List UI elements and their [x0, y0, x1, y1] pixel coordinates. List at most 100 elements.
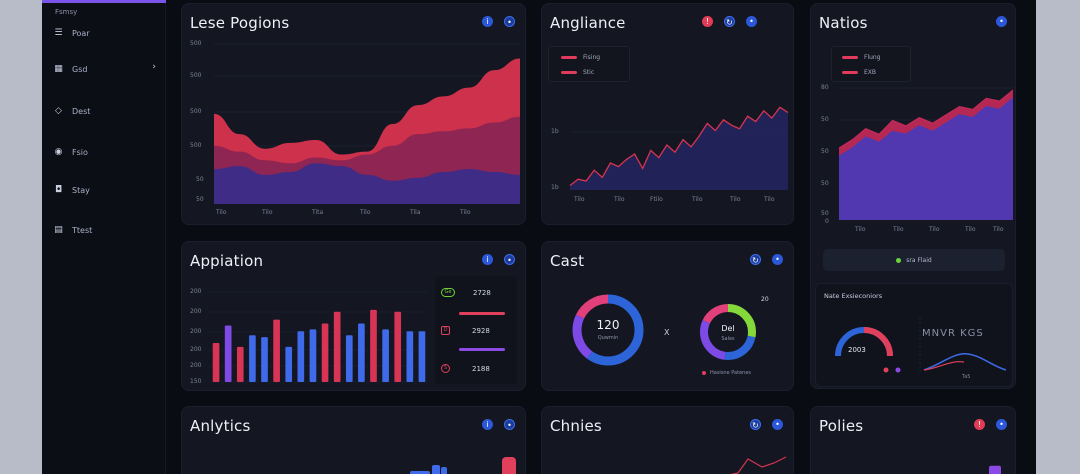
- mini-chart-label: MNVR KGS: [922, 328, 984, 339]
- y-tick: 1b: [551, 184, 559, 191]
- bar: [345, 335, 353, 382]
- bar: [236, 346, 244, 382]
- donut-slice: [700, 304, 756, 360]
- settings-icon[interactable]: •: [996, 16, 1007, 27]
- bar: [358, 323, 365, 382]
- sidebar-item-ttest[interactable]: ▤ Ttest: [54, 223, 158, 237]
- sub-panel-title: Nate Exsieconiors: [824, 292, 883, 300]
- status-dot-icon: [702, 371, 706, 375]
- y-tick: 500: [190, 72, 202, 79]
- info-icon[interactable]: i: [482, 254, 493, 265]
- ring-1-value: 120: [596, 318, 620, 332]
- analytics-bar: [502, 457, 516, 474]
- x-tick: Tilo: [893, 226, 904, 233]
- natios-status-pill[interactable]: sra Flaid: [823, 249, 1005, 271]
- stat-value: 2728: [473, 288, 491, 297]
- polies-card: Polies ! •: [810, 406, 1016, 474]
- stat-row: D 2928: [441, 326, 490, 335]
- y-tick: 80: [821, 84, 829, 91]
- area-series-1: [839, 98, 1013, 220]
- alert-icon[interactable]: !: [974, 419, 985, 430]
- x-tick: Tilo: [764, 196, 775, 203]
- analytics-card: Anlytics i •: [181, 406, 526, 474]
- natios-area-chart: [838, 87, 1014, 220]
- y-tick: 0: [825, 218, 829, 225]
- pill-label: sra Flaid: [906, 256, 932, 264]
- y-tick: 50: [196, 176, 204, 183]
- analytics-bar: [441, 467, 447, 474]
- sidebar-item-stay[interactable]: ◘ Stay: [54, 183, 158, 197]
- sidebar-item-gsd[interactable]: ▦ Gsd ›: [54, 62, 158, 76]
- regions-card: Lese Pogions i • 500 500 500 500 50 50 T…: [181, 3, 526, 225]
- y-tick: 50: [821, 148, 829, 155]
- legend-label: Fising: [583, 54, 601, 61]
- x-tick: Tilo: [855, 226, 866, 233]
- line-series-1: [838, 97, 1014, 157]
- info-icon[interactable]: i: [482, 419, 493, 430]
- x-tick: Tilo: [692, 196, 703, 203]
- stat-row: Ge 2728: [441, 288, 491, 297]
- y-tick: 50: [821, 180, 829, 187]
- refresh-icon[interactable]: ↻: [750, 419, 761, 430]
- status-dot-icon: D: [441, 326, 450, 335]
- status-dot-icon: S: [441, 364, 450, 373]
- settings-icon[interactable]: •: [504, 254, 515, 265]
- bar: [212, 343, 220, 382]
- sidebar-item-label: Gsd: [72, 64, 88, 74]
- bar: [394, 311, 402, 382]
- mini-line: [923, 361, 965, 371]
- list-icon: ☰: [54, 27, 63, 38]
- y-tick: 50: [196, 196, 204, 203]
- x-tick: Tilo: [574, 196, 585, 203]
- sidebar-item-fsio[interactable]: ◉ Fsio: [54, 145, 158, 159]
- info-icon[interactable]: i: [482, 16, 493, 27]
- gauge-chart: [835, 318, 1007, 374]
- refresh-icon[interactable]: ↻: [724, 16, 735, 27]
- sidebar-header: Fsmsy: [55, 8, 78, 16]
- bar: [273, 319, 280, 382]
- bar: [224, 325, 232, 382]
- charties-title: Chnies: [550, 417, 602, 435]
- application-card: Appiation i • 200 200 200 200 200 150 Ge…: [181, 241, 526, 391]
- cost-footer: Hasisne Patenes: [702, 370, 751, 376]
- stat-bar: [459, 312, 505, 315]
- cost-title: Cast: [550, 252, 585, 270]
- natios-title: Natios: [819, 14, 868, 32]
- line-series-0: [838, 89, 1014, 149]
- donut-slice: [572, 294, 644, 366]
- settings-icon[interactable]: •: [746, 16, 757, 27]
- alert-icon[interactable]: !: [702, 16, 713, 27]
- gauge-fill: [863, 327, 893, 357]
- settings-icon[interactable]: •: [504, 419, 515, 430]
- appliance-line-chart: [569, 106, 789, 190]
- appliance-card: Angliance ! ↻ • Fising Stic 1b 1b Tilo T…: [541, 3, 794, 225]
- settings-icon[interactable]: •: [772, 419, 783, 430]
- bar: [321, 323, 329, 382]
- sidebar-item-label: Ttest: [72, 225, 93, 235]
- donut-slice: [700, 304, 756, 360]
- ring-1-subtitle: Quwmin: [597, 335, 619, 341]
- mini-line: [923, 353, 1007, 371]
- refresh-icon[interactable]: ↻: [750, 254, 761, 265]
- x-tick: Tilo: [360, 209, 371, 216]
- natios-sub-panel: Nate Exsieconiors 2003 MNVR KGS Ta5: [815, 283, 1013, 387]
- sidebar-item-dest[interactable]: ◇ Dest: [54, 104, 158, 118]
- bar: [370, 309, 377, 382]
- y-tick: 200: [190, 328, 202, 335]
- settings-icon[interactable]: •: [772, 254, 783, 265]
- bar: [418, 331, 426, 382]
- x-tick: Tilo: [965, 226, 976, 233]
- legend-label: Flung: [864, 54, 881, 61]
- stat-value: 2188: [472, 364, 490, 373]
- settings-icon[interactable]: •: [504, 16, 515, 27]
- legend-swatch: [561, 56, 577, 59]
- y-tick: 200: [190, 288, 202, 295]
- sidebar-item-poar[interactable]: ☰ Poar: [54, 26, 158, 40]
- legend-item: EXB: [842, 69, 876, 76]
- gauge-dot: [895, 367, 901, 373]
- settings-icon[interactable]: •: [996, 419, 1007, 430]
- polies-bar-chart: [989, 465, 1001, 474]
- charties-line: [730, 456, 787, 474]
- x-tick: Tilo: [460, 209, 471, 216]
- analytics-bar: [432, 465, 440, 474]
